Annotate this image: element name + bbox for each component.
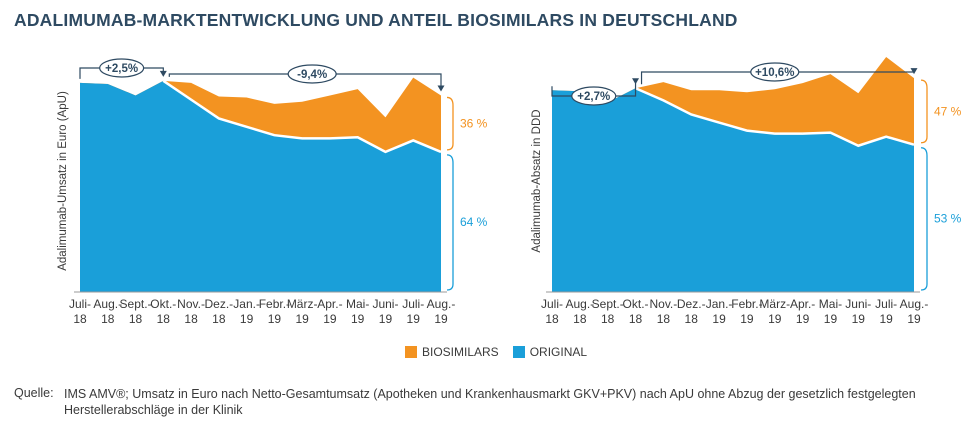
x-tick-label-year: 18 <box>184 312 198 326</box>
area-original <box>552 88 914 292</box>
x-tick-label-year: 19 <box>796 312 810 326</box>
x-tick-label: Mai- <box>819 297 842 311</box>
x-tick-label-year: 18 <box>629 312 643 326</box>
change-badge-2 <box>750 62 800 82</box>
x-tick-label: Dez.- <box>205 297 234 311</box>
share-label-original: 64 % <box>460 215 488 229</box>
chart-title: ADALIMUMAB-MARKTENTWICKLUNG UND ANTEIL B… <box>14 10 738 30</box>
x-tick-label-year: 19 <box>323 312 337 326</box>
bracket-arrow-1 <box>632 78 640 85</box>
charts-canvas: Juli-18Aug.-18Sept.-18Okt.-18Nov.-18Dez.… <box>57 56 962 326</box>
legend-item-biosimilars: BIOSIMILARS <box>405 345 499 359</box>
legend: BIOSIMILARS ORIGINAL <box>405 345 601 359</box>
source-label: Quelle: <box>14 386 54 400</box>
x-tick-label-year: 19 <box>379 312 393 326</box>
x-tick-label: Sept.- <box>592 297 624 311</box>
area-original <box>80 80 441 293</box>
change-label-2: +10,6% <box>755 67 794 79</box>
x-tick-label-year: 18 <box>657 312 671 326</box>
bracket-arrow-1 <box>159 70 167 77</box>
chart-absatz: Juli-18Aug.-18Sept.-18Okt.-18Nov.-18Dez.… <box>531 56 962 326</box>
x-tick-label: Aug.- <box>566 297 595 311</box>
change-label-1: +2,7% <box>577 91 610 103</box>
share-bracket-original <box>446 154 454 291</box>
x-tick-label: Apr.- <box>317 297 342 311</box>
x-tick-label: Nov.- <box>649 297 677 311</box>
legend-label-original: ORIGINAL <box>529 345 588 359</box>
x-tick-label: Okt.- <box>623 297 649 311</box>
x-tick-label: Juli- <box>541 297 563 311</box>
x-tick-label-year: 19 <box>268 312 282 326</box>
x-tick-label-year: 18 <box>545 312 559 326</box>
share-label-biosimilars: 36 % <box>460 117 488 131</box>
share-label-biosimilars: 47 % <box>934 104 962 118</box>
x-tick-label: Dez.- <box>677 297 706 311</box>
x-tick-label-year: 19 <box>295 312 309 326</box>
x-tick-label-year: 19 <box>768 312 782 326</box>
x-tick-label-year: 19 <box>240 312 254 326</box>
x-tick-label: Aug.- <box>93 297 122 311</box>
x-tick-label: Nov.- <box>177 297 205 311</box>
x-tick-label-year: 19 <box>351 312 365 326</box>
bracket-arrow-2 <box>910 68 918 75</box>
x-tick-label-year: 18 <box>212 312 226 326</box>
source-note: Quelle: IMS AMV®; Umsatz in Euro nach Ne… <box>14 386 954 418</box>
x-tick-label-year: 19 <box>434 312 448 326</box>
x-tick-label-year: 19 <box>407 312 421 326</box>
change-label-2: -9,4% <box>297 69 327 81</box>
share-label-original: 53 % <box>934 211 962 225</box>
y-axis-label: Adalimumab-Absatz in DDD <box>531 109 543 252</box>
x-tick-label: Juli- <box>69 297 91 311</box>
x-tick-label: März- <box>759 297 790 311</box>
x-tick-label: Febr.- <box>731 297 762 311</box>
change-label-1: +2,5% <box>105 63 138 75</box>
x-tick-label-year: 18 <box>73 312 87 326</box>
change-badge-2 <box>287 64 337 84</box>
x-tick-label-year: 19 <box>712 312 726 326</box>
source-text: IMS AMV®; Umsatz in Euro nach Netto-Gesa… <box>64 387 916 417</box>
legend-item-original: ORIGINAL <box>512 345 588 359</box>
change-badge-1 <box>99 58 145 78</box>
x-tick-label-year: 19 <box>852 312 866 326</box>
legend-swatch-biosimilars <box>405 346 417 358</box>
share-bracket-biosimilars <box>446 96 454 151</box>
x-tick-label-year: 18 <box>101 312 115 326</box>
legend-label-biosimilars: BIOSIMILARS <box>422 345 499 359</box>
x-tick-label: Sept.- <box>120 297 152 311</box>
x-tick-label: Aug.- <box>427 297 456 311</box>
x-tick-label: Jan.- <box>233 297 260 311</box>
y-axis-label: Adalimumab-Umsatz in Euro (ApU) <box>57 91 69 271</box>
legend-swatch-original <box>512 346 525 358</box>
x-tick-label-year: 19 <box>740 312 754 326</box>
x-tick-label: Mai- <box>346 297 369 311</box>
x-tick-label-year: 18 <box>573 312 587 326</box>
x-tick-label: Juni- <box>372 297 398 311</box>
x-tick-label-year: 18 <box>157 312 171 326</box>
share-bracket-biosimilars <box>920 79 928 144</box>
x-tick-label: Juli- <box>875 297 897 311</box>
x-tick-label: Febr.- <box>259 297 290 311</box>
change-badge-1 <box>571 86 617 106</box>
x-tick-label-year: 18 <box>601 312 615 326</box>
x-tick-label: Juli- <box>402 297 424 311</box>
x-tick-label-year: 18 <box>129 312 143 326</box>
x-tick-label: Juni- <box>845 297 871 311</box>
x-tick-label: Jan.- <box>706 297 733 311</box>
x-tick-label-year: 19 <box>907 312 921 326</box>
chart-umsatz: Juli-18Aug.-18Sept.-18Okt.-18Nov.-18Dez.… <box>57 58 488 326</box>
x-tick-label: Okt.- <box>150 297 176 311</box>
x-tick-label: März- <box>287 297 318 311</box>
bracket-arrow-2 <box>437 85 445 92</box>
x-tick-label-year: 19 <box>824 312 838 326</box>
x-tick-label-year: 18 <box>685 312 699 326</box>
x-tick-label: Apr.- <box>790 297 815 311</box>
share-bracket-original <box>920 147 928 291</box>
x-tick-label: Aug.- <box>900 297 929 311</box>
x-tick-label-year: 19 <box>879 312 893 326</box>
